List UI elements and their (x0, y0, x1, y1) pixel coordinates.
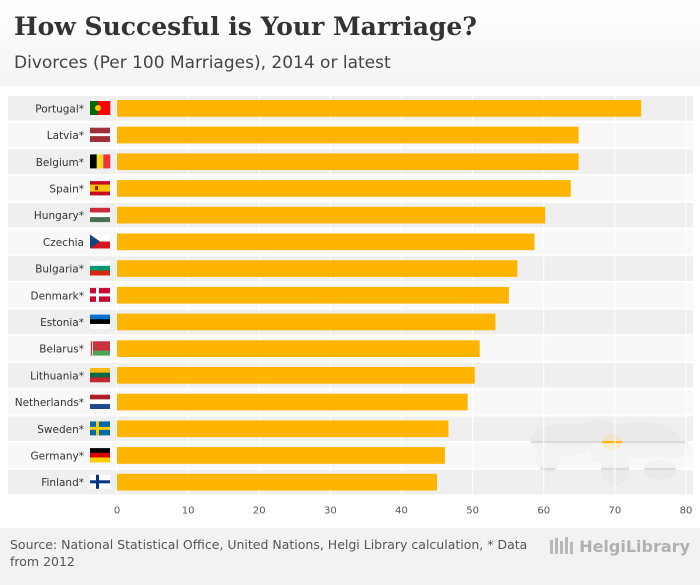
bar (117, 420, 449, 438)
category-label: Spain* (49, 183, 84, 195)
portugal-flag (90, 101, 111, 115)
category-label: Hungary* (34, 210, 84, 222)
category-label: Belarus* (39, 344, 84, 356)
bar (117, 473, 438, 491)
netherlands-flag (90, 394, 110, 409)
bulgaria-flag (90, 261, 110, 276)
chart-area: Portugal* Latvia* Belgium* Spain* Hungary* Cz… (0, 86, 700, 528)
x-tick-label: 10 (182, 506, 195, 517)
bar (117, 100, 642, 117)
category-label: Netherlands* (15, 397, 84, 409)
x-tick-label: 80 (680, 506, 693, 517)
czechia-flag (90, 234, 110, 249)
library-icon (550, 537, 574, 554)
finland-flag (90, 474, 110, 489)
bar (117, 233, 535, 251)
category-label: Denmark* (30, 290, 84, 302)
category-label: Finland* (41, 477, 84, 489)
x-tick-label: 0 (114, 506, 120, 517)
category-label: Sweden* (37, 424, 84, 436)
header: How Succesful is Your Marriage? Divorces… (0, 0, 700, 86)
bar (117, 206, 546, 224)
x-tick-label: 60 (537, 506, 550, 517)
bar (117, 447, 445, 464)
latvia-flag (90, 127, 110, 142)
x-tick-label: 20 (253, 506, 266, 517)
x-tick-label: 30 (324, 506, 337, 517)
bar (117, 393, 468, 411)
germany-flag (90, 448, 110, 463)
belgium-flag (90, 154, 111, 169)
category-label: Czechia (43, 237, 84, 249)
bar (117, 126, 579, 144)
bar (117, 367, 475, 384)
category-label: Latvia* (47, 130, 84, 142)
sweden-flag (90, 421, 110, 436)
category-label: Bulgaria* (35, 264, 84, 276)
category-label: Lithuania* (30, 370, 84, 382)
bar (117, 313, 496, 331)
bar (117, 260, 518, 277)
bar-chart: Portugal* Latvia* Belgium* Spain* Hungary* Cz… (8, 95, 693, 517)
bar (117, 286, 509, 304)
category-label: Belgium* (36, 157, 84, 169)
footer: Source: National Statistical Office, Uni… (0, 528, 700, 585)
x-tick-label: 70 (609, 506, 622, 517)
brand-logo: HelgiLibrary (549, 536, 690, 556)
brand-name: HelgiLibrary (579, 536, 690, 556)
chart-subtitle: Divorces (Per 100 Marriages), 2014 or la… (14, 53, 391, 73)
chart-title: How Succesful is Your Marriage? (14, 12, 477, 41)
x-tick-label: 40 (395, 506, 408, 517)
category-label: Estonia* (40, 317, 84, 329)
bar (117, 180, 571, 197)
category-label: Portugal* (35, 103, 84, 115)
belarus-flag (90, 341, 110, 356)
bar (117, 340, 480, 357)
estonia-flag (90, 314, 110, 329)
spain-flag (90, 181, 110, 196)
hungary-flag (90, 207, 110, 223)
denmark-flag (90, 287, 110, 302)
bar (117, 153, 579, 171)
x-tick-label: 50 (466, 506, 479, 517)
source-note: Source: National Statistical Office, Uni… (10, 537, 528, 569)
lithuania-flag (90, 368, 110, 383)
category-label: Germany* (30, 450, 84, 462)
